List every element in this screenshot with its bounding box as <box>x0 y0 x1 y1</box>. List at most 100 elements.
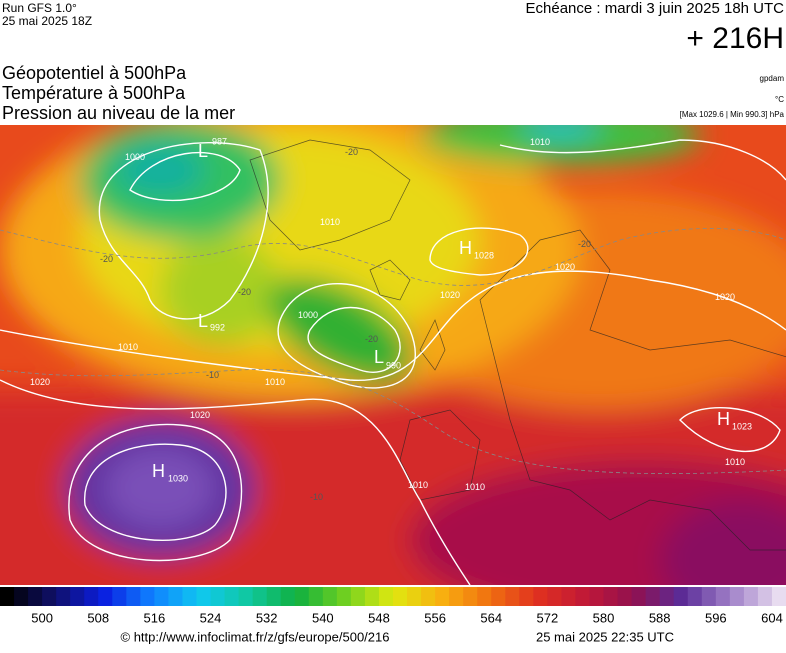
colorbar-swatch <box>603 587 619 606</box>
map: H 1028 L 992 L 990 H 1030 H 1023 L 987 1… <box>0 125 786 585</box>
field-title: Température à 500hPa <box>2 83 186 103</box>
isotherm-label: -20 <box>238 287 251 297</box>
colorbar-swatch <box>561 587 576 606</box>
echeance: Echéance : mardi 3 juin 2025 18h UTC <box>526 0 785 17</box>
colorbar-swatch <box>463 587 478 606</box>
colorbar-swatch <box>350 587 366 606</box>
isotherm-label: -20 <box>365 334 378 344</box>
colorbar-swatch <box>505 587 520 606</box>
colorbar-tick-label: 516 <box>144 610 166 625</box>
isobar-label: 1020 <box>715 292 735 302</box>
field-title: Géopotentiel à 500hPa <box>2 63 187 83</box>
source: © http://www.infoclimat.fr/z/gfs/europe/… <box>121 629 390 644</box>
colorbar-tick-label: 596 <box>705 610 727 625</box>
colorbar-swatch <box>322 587 338 606</box>
field-title: Pression au niveau de la mer <box>2 103 235 123</box>
colorbar-swatch <box>280 587 296 606</box>
colorbar-swatch <box>435 587 450 606</box>
isobar-label: 1000 <box>125 152 145 162</box>
pressure-center-value: 1023 <box>732 421 752 431</box>
isobar-label: 1010 <box>265 377 285 387</box>
pressure-center-type: L <box>198 311 208 331</box>
isobar-label: 1010 <box>530 137 550 147</box>
colorbar-swatch <box>631 587 647 606</box>
colorbar-swatch <box>687 587 703 606</box>
colorbar-swatch <box>308 587 324 606</box>
colorbar-swatch <box>715 587 731 606</box>
lead-time: + 216H <box>686 22 784 55</box>
pressure-center-value: 1028 <box>474 250 494 260</box>
colorbar-swatch <box>84 587 99 606</box>
colorbar-swatch <box>771 587 786 606</box>
colorbar-swatch <box>126 587 141 606</box>
colorbar-swatch <box>589 587 605 606</box>
isotherm-label: -20 <box>345 147 358 157</box>
colorbar-swatch <box>266 587 282 606</box>
colorbar-swatch <box>364 587 380 606</box>
pressure-center-type: L <box>198 141 208 161</box>
colorbar-swatch <box>196 587 212 606</box>
colorbar-tick-label: 500 <box>31 610 53 625</box>
colorbar-swatch <box>154 587 169 606</box>
isobar-label: 1010 <box>118 342 138 352</box>
unit: gpdam <box>760 74 785 83</box>
colorbar-swatch <box>238 587 254 606</box>
pressure-center-type: H <box>459 238 472 258</box>
colorbar-swatch <box>757 587 773 606</box>
colorbar-swatch <box>224 587 240 606</box>
unit: [Max 1029.6 | Min 990.3] hPa <box>680 110 785 119</box>
colorbar-swatch <box>294 587 310 606</box>
unit: °C <box>775 95 784 104</box>
isobar-label: 1020 <box>190 410 210 420</box>
colorbar-tick-label: 604 <box>761 610 783 625</box>
colorbar-tick-label: 508 <box>87 610 109 625</box>
colorbar-swatch <box>14 587 29 606</box>
colorbar: 500 508 516 524 532 540 548 556 564 572 580 588 596 6… <box>0 587 786 625</box>
colorbar-swatch <box>491 587 506 606</box>
colorbar-swatch <box>336 587 352 606</box>
isobar-label: 1010 <box>408 480 428 490</box>
colorbar-swatch <box>98 587 113 606</box>
colorbar-tick-label: 564 <box>480 610 502 625</box>
isobar-label: 1020 <box>555 262 575 272</box>
colorbar-swatch <box>659 587 675 606</box>
isobar-label: 1020 <box>30 377 50 387</box>
colorbar-swatch <box>645 587 661 606</box>
isobar-label: 1010 <box>725 457 745 467</box>
pressure-center-value: 990 <box>386 360 401 370</box>
colorbar-swatch <box>28 587 43 606</box>
colorbar-tick-label: 588 <box>649 610 671 625</box>
colorbar-swatch <box>70 587 85 606</box>
colorbar-swatch <box>407 587 422 606</box>
colorbar-swatch <box>42 587 57 606</box>
isobar-label: 1020 <box>440 290 460 300</box>
colorbar-swatch <box>0 587 15 606</box>
colorbar-swatch <box>533 587 548 606</box>
isotherm-label: -20 <box>578 239 591 249</box>
colorbar-swatch <box>140 587 155 606</box>
isotherm-label: -10 <box>206 370 219 380</box>
colorbar-swatch <box>252 587 268 606</box>
colorbar-swatch <box>378 587 394 606</box>
footer-date: 25 mai 2025 22:35 UTC <box>536 629 674 644</box>
colorbar-swatch <box>112 587 127 606</box>
colorbar-swatch <box>743 587 759 606</box>
isotherm-label: -10 <box>310 492 323 502</box>
colorbar-tick-label: 548 <box>368 610 390 625</box>
colorbar-swatch <box>575 587 590 606</box>
colorbar-tick-label: 540 <box>312 610 334 625</box>
pressure-center-value: 987 <box>212 136 227 146</box>
colorbar-swatch <box>210 587 226 606</box>
colorbar-swatch <box>547 587 562 606</box>
isotherm-label: -20 <box>100 254 113 264</box>
colorbar-swatch <box>729 587 745 606</box>
colorbar-tick-label: 580 <box>593 610 615 625</box>
pressure-center-value: 992 <box>210 322 225 332</box>
colorbar-tick-label: 572 <box>537 610 559 625</box>
colorbar-swatch <box>477 587 492 606</box>
pressure-center-value: 1030 <box>168 473 188 483</box>
colorbar-swatch <box>519 587 534 606</box>
colorbar-swatch <box>449 587 464 606</box>
isobar-label: 1010 <box>320 217 340 227</box>
